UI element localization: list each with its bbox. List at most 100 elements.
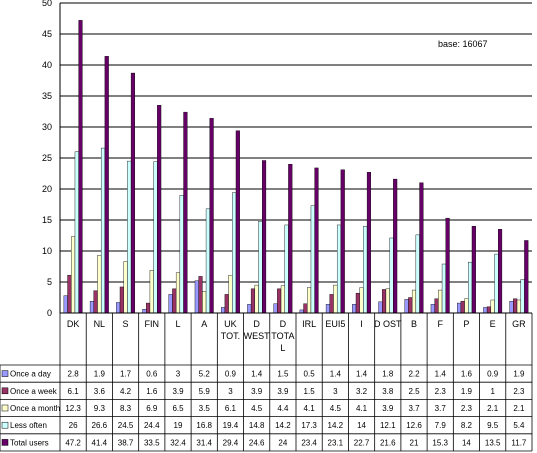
bar — [411, 289, 417, 314]
table-cell: 1.4 — [251, 370, 263, 379]
y-tick-label: 50 — [42, 0, 52, 8]
table-cell: 15.3 — [432, 438, 448, 447]
table-cell: 1.5 — [304, 387, 316, 396]
category-label: L — [175, 319, 180, 329]
y-tick-label: 10 — [42, 246, 52, 256]
table-cell: 6.1 — [68, 387, 80, 396]
bar — [352, 304, 357, 314]
table-cell: 3 — [333, 387, 338, 396]
table-cell: 8.3 — [120, 404, 132, 413]
bar — [314, 167, 319, 314]
table-cell: 6.9 — [146, 404, 158, 413]
table-cell: 4.2 — [120, 387, 132, 396]
bar — [194, 280, 199, 314]
bar — [71, 236, 76, 314]
bar — [404, 299, 409, 314]
bar — [205, 208, 210, 314]
bar — [142, 309, 147, 314]
bar — [78, 20, 83, 314]
table-cell: 1.4 — [435, 370, 447, 379]
bar — [209, 118, 214, 314]
table-cell: 32.4 — [170, 438, 186, 447]
bar — [359, 287, 364, 314]
table-cell: 17.3 — [301, 421, 317, 430]
table-cell: 14.2 — [275, 421, 291, 430]
bar — [74, 151, 79, 314]
table-cell: 14.8 — [249, 421, 265, 430]
table-cell: 8.2 — [461, 421, 473, 430]
bar — [385, 288, 390, 314]
legend-swatch — [1, 439, 9, 446]
bar — [456, 302, 462, 314]
legend-swatch — [1, 421, 9, 429]
table-cell: 41.4 — [92, 438, 108, 447]
category-label: WEST — [244, 331, 271, 341]
bar — [498, 229, 503, 314]
legend-label: Once a month — [10, 404, 60, 413]
y-tick-label: 30 — [42, 122, 52, 132]
bar — [247, 304, 252, 314]
bar — [486, 306, 492, 314]
table-cell: 1.4 — [330, 370, 342, 379]
bar — [280, 285, 285, 314]
table-cell: 24 — [278, 438, 287, 447]
category-label: FIN — [145, 319, 160, 329]
table-cell: 19.4 — [223, 421, 239, 430]
category-label: IRL — [302, 319, 316, 329]
bar — [168, 294, 173, 314]
bar — [277, 288, 282, 314]
table-cell: 33.5 — [144, 438, 160, 447]
table-cell: 2.3 — [435, 387, 447, 396]
table-cell: 3.5 — [199, 404, 211, 413]
category-label: F — [437, 319, 443, 329]
bar — [146, 302, 151, 314]
table-cell: 14 — [462, 438, 471, 447]
table-cell: 1.6 — [461, 370, 473, 379]
bar — [441, 263, 446, 314]
bar — [100, 147, 106, 314]
category-label: DK — [67, 319, 80, 329]
table-cell: 29.4 — [223, 438, 239, 447]
table-cell: 3.2 — [356, 387, 368, 396]
table-cell: 2.1 — [513, 404, 525, 413]
category-label: NL — [94, 319, 106, 329]
table-cell: 14.2 — [328, 421, 344, 430]
table-cell: 0.5 — [304, 370, 316, 379]
bar — [116, 302, 121, 314]
table-cell: 11.7 — [511, 438, 527, 447]
table-cell: 9.5 — [487, 421, 499, 430]
gridlines — [60, 2, 532, 283]
bars — [63, 20, 529, 314]
bar — [175, 272, 181, 314]
bar — [393, 178, 398, 314]
table-cell: 6.5 — [172, 404, 184, 413]
bar — [468, 261, 473, 314]
table-cell: 1.8 — [382, 370, 394, 379]
table-cell: 0.6 — [146, 370, 158, 379]
bar — [366, 172, 372, 314]
table-cell: 1.7 — [120, 370, 132, 379]
bar — [67, 274, 72, 314]
bar — [157, 105, 162, 314]
table-cell: 21.6 — [380, 438, 396, 447]
bar — [250, 288, 256, 314]
table-cell: 2.2 — [408, 370, 420, 379]
category-label: B — [411, 319, 417, 329]
y-axis-ticks: 0 5 10 15 20 25 30 35 40 45 50 — [42, 0, 52, 318]
bar — [329, 294, 334, 314]
bar — [104, 56, 109, 314]
category-label: I — [360, 319, 363, 329]
bar — [262, 160, 267, 314]
table-cell: 3.9 — [277, 387, 289, 396]
y-tick-label: 20 — [42, 184, 52, 194]
legend-label: Once a day — [10, 370, 51, 379]
bar — [524, 240, 529, 314]
bar — [520, 279, 525, 314]
y-tick-label: 15 — [42, 215, 52, 225]
table-cell: 3.9 — [172, 387, 184, 396]
bar — [258, 221, 263, 314]
bar — [355, 292, 360, 314]
bar — [483, 307, 488, 314]
table-cell: 4.5 — [251, 404, 263, 413]
table-cell: 1.9 — [461, 387, 473, 396]
